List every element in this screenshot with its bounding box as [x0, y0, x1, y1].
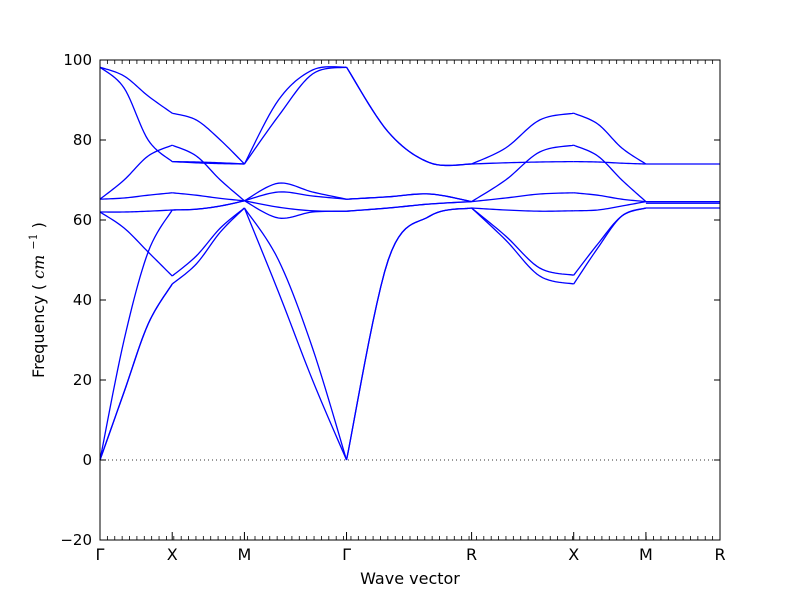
band-line-seg4-band6: [471, 112, 574, 165]
y-axis-label: Frequency: [29, 295, 48, 378]
band-line-seg3-band7: [345, 66, 472, 167]
x-tick-label: X: [167, 545, 178, 564]
band-line-seg2-band0: [243, 207, 348, 461]
y-tick-label: 0: [82, 451, 92, 469]
band-line-seg3-band1: [345, 207, 472, 461]
plot-frame: [99, 59, 721, 541]
band-line-seg1-band8: [172, 160, 245, 165]
x-tick-label: R: [466, 545, 477, 564]
y-axis-unit: cm: [29, 255, 48, 279]
band-line-seg4-band0: [471, 207, 574, 285]
y-tick-label: −20: [60, 531, 92, 549]
y-tick-label: 20: [73, 371, 92, 389]
y-axis-title: Frequency ( cm −1 ): [22, 222, 48, 378]
band-line-seg5-band3: [573, 192, 646, 203]
band-line-seg5-band4: [573, 144, 647, 203]
band-line-seg1-band3: [172, 200, 245, 211]
band-line-seg2-band5: [244, 182, 347, 202]
band-line-seg4-band4: [471, 144, 574, 203]
band-line-seg1-band4: [172, 192, 245, 202]
y-axis-open-paren: (: [29, 284, 48, 290]
ticks-layer: −20 0 20 40 60 80 100 Γ X M Γ R X M R: [60, 51, 725, 564]
x-axis-title: Wave vector: [360, 569, 460, 588]
band-line-seg0-band4: [99, 211, 173, 277]
band-line-seg2-band7: [243, 66, 347, 165]
band-line-seg0-band5: [99, 192, 173, 200]
band-line-seg3-band5: [346, 193, 472, 203]
x-tick-label: M: [639, 545, 653, 564]
band-line-seg0-band6: [99, 144, 173, 200]
band-line-seg1-band7: [172, 112, 245, 165]
band-line-seg5-band2: [573, 200, 647, 212]
band-line-seg4-band2: [471, 207, 574, 212]
band-line-seg1-band6: [171, 144, 245, 202]
band-line-seg2-band1: [243, 207, 348, 461]
band-line-seg0-band7: [99, 66, 173, 163]
band-line-seg0-band1: [99, 283, 173, 461]
x-tick-label: R: [714, 545, 725, 564]
x-tick-label: M: [238, 545, 252, 564]
band-line-seg0-band3: [100, 209, 173, 213]
band-line-seg4-band3: [471, 192, 574, 203]
band-line-seg2-band6: [243, 66, 347, 165]
y-axis-close-paren: ): [29, 222, 48, 228]
x-tick-label: Γ: [96, 545, 105, 564]
bands-layer: [99, 66, 720, 461]
y-tick-label: 60: [73, 211, 92, 229]
band-line-seg2-band4: [244, 191, 347, 202]
y-tick-label: 80: [73, 131, 92, 149]
band-line-seg0-band8: [99, 66, 173, 114]
band-line-seg5-band1: [573, 207, 647, 276]
y-tick-label: 100: [63, 51, 92, 69]
band-line-seg1-band0: [171, 207, 245, 285]
band-line-seg1-band1: [171, 207, 245, 277]
band-line-seg0-band2: [99, 209, 173, 461]
x-tick-label: X: [568, 545, 579, 564]
band-line-seg3-band3: [346, 200, 472, 212]
band-line-seg5-band6: [573, 112, 647, 165]
band-line-seg4-band1: [471, 207, 574, 276]
x-tick-label: Γ: [342, 545, 351, 564]
band-line-seg5-band5: [573, 160, 646, 165]
band-line-seg4-band5: [471, 160, 574, 165]
y-tick-label: 40: [73, 291, 92, 309]
y-axis-unit-exponent: −1: [27, 233, 40, 249]
band-line-seg2-band3: [244, 200, 347, 212]
